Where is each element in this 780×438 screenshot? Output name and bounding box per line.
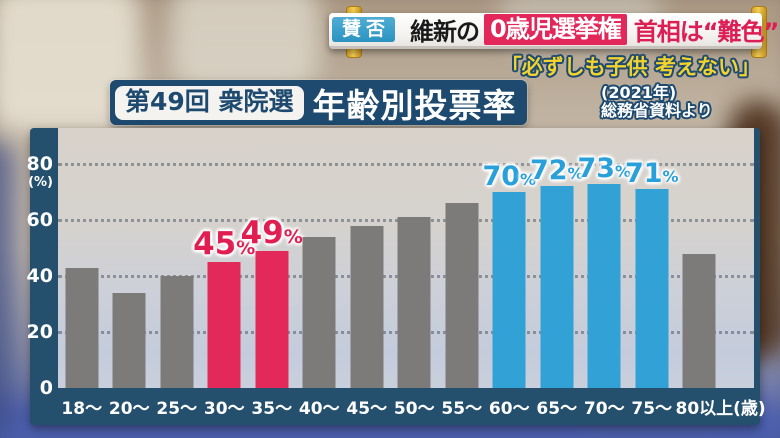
bar-slot [438, 128, 486, 388]
x-axis-label: 80以上(歳) [675, 399, 766, 419]
bar-value-number: 71 [624, 158, 663, 190]
bar [207, 262, 241, 388]
chart-title: 年齢別投票率 [312, 85, 517, 125]
bar-value-label: 49% [240, 214, 303, 251]
bar-value-number: 70 [482, 161, 521, 192]
bar-value-number: 49 [240, 214, 284, 251]
y-tick-label: 40 [26, 265, 53, 287]
x-axis-label: 20〜 [108, 399, 150, 419]
bar-value-number: 73 [577, 152, 616, 184]
headline-banner: 賛否 維新の 0歳児選挙権 首相は“難色” [329, 13, 779, 49]
x-axis-label: 40〜 [298, 399, 340, 419]
y-tick-label: 20 [26, 321, 53, 343]
bar [350, 225, 384, 388]
bar-slot: 72% [530, 128, 584, 388]
x-axis-labels: 18〜 20〜 25〜 30〜 35〜 40〜 45〜 50〜 55〜 60〜 65〜 70〜 75〜 8… [58, 388, 765, 425]
bar-slot: 49% [241, 128, 303, 388]
plot-area: 45% 49% 70% 72% 73% 71% [58, 128, 754, 388]
bar [587, 183, 621, 388]
background-shape [0, 140, 15, 438]
bar-slot [676, 128, 724, 388]
bar-value-unit: % [236, 237, 256, 259]
x-axis-label: 75〜 [631, 399, 673, 419]
bar [112, 292, 146, 388]
bar [540, 186, 574, 388]
x-axis-label: 60〜 [488, 399, 530, 419]
bar-value-label: 72% [530, 157, 584, 184]
chart-title-bar: 第49回 衆院選 年齢別投票率 [110, 80, 527, 125]
bar-value-label: 45% [193, 229, 255, 260]
source-year: (2021年) [601, 83, 677, 102]
bar-slot [296, 128, 344, 388]
x-axis-label: 45〜 [346, 399, 388, 419]
topic-badge: 賛否 [332, 17, 396, 42]
bar-value-unit: % [615, 161, 632, 181]
y-axis: (%) 0 20 40 60 80 [26, 128, 56, 399]
bar-value-unit: % [662, 167, 679, 187]
bar-slot: 70% [482, 128, 536, 388]
x-axis-label: 65〜 [536, 399, 578, 419]
bar [635, 189, 669, 388]
x-axis-label: 55〜 [441, 399, 483, 419]
x-axis-label: 18〜 [61, 399, 103, 419]
x-axis-label: 50〜 [393, 399, 435, 419]
bar-value-unit: % [283, 225, 303, 248]
x-axis-label: 35〜 [251, 399, 293, 419]
bar [682, 253, 716, 388]
bar-value-number: 72 [529, 155, 568, 187]
bar [255, 250, 289, 388]
bar-slot: 45% [193, 128, 255, 388]
headline-suffix: 首相は“難色” [633, 18, 780, 46]
election-name-box: 第49回 衆院選 [115, 85, 304, 120]
x-axis-label: 30〜 [203, 399, 245, 419]
bar-slot [106, 128, 154, 388]
x-axis-label: 70〜 [583, 399, 625, 419]
quote-subline: 「必ずしも子供 考えない」 [500, 55, 760, 79]
source-note: (2021年) 総務省資料より [601, 84, 713, 120]
bar-slot [153, 128, 201, 388]
bar-value-label: 70% [482, 163, 536, 190]
bar [160, 276, 194, 388]
chart-panel: 45% 49% 70% 72% 73% 71% (%) 0 20 40 60 80 18〜 20〜 2… [26, 128, 766, 425]
y-tick-label: 80 [26, 153, 53, 175]
window-highlight [170, 0, 320, 90]
x-axis-label: 25〜 [156, 399, 198, 419]
bar-slot [343, 128, 391, 388]
y-axis-unit: (%) [28, 175, 53, 190]
bar-value-number: 45 [193, 226, 237, 262]
bar [65, 267, 99, 388]
bar [445, 203, 479, 388]
bar-slot: 71% [625, 128, 679, 388]
bar-value-label: 71% [625, 160, 679, 187]
headline-highlight: 0歳児選挙権 [484, 14, 627, 45]
bar [302, 236, 336, 388]
bar-slot: 73% [577, 128, 631, 388]
source-name: 総務省資料より [601, 101, 713, 120]
gridline-80 [58, 163, 754, 166]
bar-slot [58, 128, 106, 388]
bar-slot [391, 128, 439, 388]
bars-row: 45% 49% 70% 72% 73% 71% [58, 128, 723, 388]
bar-value-unit: % [567, 164, 584, 184]
bar-value-label: 73% [577, 155, 631, 182]
headline-prefix: 維新の [410, 18, 480, 46]
bar [397, 217, 431, 388]
y-tick-label: 0 [39, 377, 53, 399]
bar-value-unit: % [520, 170, 537, 189]
bar [492, 192, 526, 388]
y-tick-label: 60 [26, 209, 53, 231]
